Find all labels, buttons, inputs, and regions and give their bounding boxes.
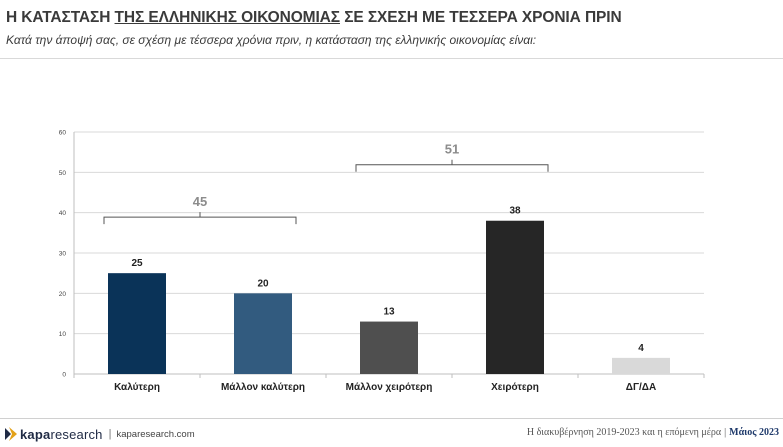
y-tick-label: 0: [62, 372, 66, 379]
kapa-logo-icon: [5, 427, 17, 441]
footer-separator: |: [108, 428, 112, 440]
footer-brand: kaparesearch | kaparesearch.com: [4, 425, 195, 443]
data-label: 20: [257, 278, 269, 289]
bar: [234, 293, 292, 374]
y-tick-label: 10: [59, 331, 67, 338]
y-tick-label: 40: [59, 210, 67, 217]
group-total-label: 45: [193, 194, 207, 209]
bar: [360, 321, 418, 374]
footer-caption: Η διακυβέρνηση 2019-2023 και η επόμενη μ…: [527, 427, 779, 438]
page-title: Η ΚΑΤΑΣΤΑΣΗ ΤΗΣ ΕΛΛΗΝΙΚΗΣ ΟΙΚΟΝΟΜΙΑΣ ΣΕ …: [6, 9, 622, 26]
bar: [486, 220, 544, 374]
footer-date: Μάιος 2023: [729, 427, 779, 438]
x-tick-label: Μάλλον χειρότερη: [346, 382, 433, 393]
data-label: 13: [383, 307, 395, 318]
y-tick-label: 50: [59, 170, 67, 177]
header-divider: [0, 58, 783, 59]
logo-wordmark: kaparesearch: [20, 426, 103, 442]
group-bracket: [355, 159, 549, 172]
bar: [612, 357, 670, 374]
data-label: 4: [638, 343, 644, 354]
x-tick-label: ΔΓ/ΔΑ: [626, 382, 656, 393]
y-tick-label: 30: [59, 251, 67, 258]
footer-site-link[interactable]: kaparesearch.com: [116, 428, 195, 440]
data-label: 25: [131, 258, 143, 269]
footer-caption-text: Η διακυβέρνηση 2019-2023 και η επόμενη μ…: [526, 427, 722, 438]
page-subtitle: Κατά την άποψή σας, σε σχέση με τέσσερα …: [6, 33, 537, 47]
footer-caption-separator: |: [724, 427, 727, 438]
bar: [108, 273, 166, 374]
x-tick-label: Χειρότερη: [491, 382, 539, 393]
data-label: 38: [509, 206, 521, 217]
y-tick-label: 20: [59, 291, 67, 298]
x-tick-label: Μάλλον καλύτερη: [221, 382, 305, 393]
group-total-label: 51: [445, 142, 459, 157]
group-bracket: [103, 212, 297, 225]
y-tick-label: 60: [59, 130, 67, 137]
footer-divider: [0, 418, 783, 419]
x-tick-label: Καλύτερη: [114, 382, 160, 393]
